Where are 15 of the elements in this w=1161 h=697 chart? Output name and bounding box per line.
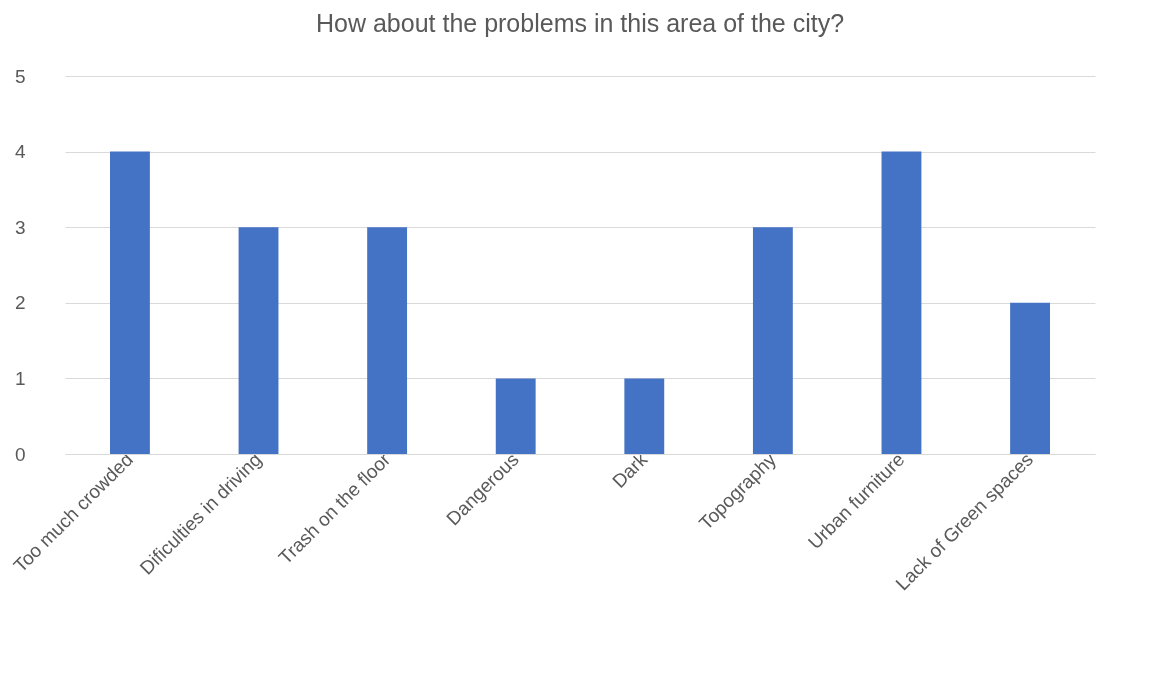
y-tick-label: 1 [14,367,26,389]
bar [495,378,536,454]
y-tick-label: 4 [14,141,26,163]
bar [752,227,793,454]
bar [881,151,922,454]
bar [367,227,408,454]
bar [238,227,279,454]
y-tick-label: 3 [14,216,26,238]
bar [1010,302,1050,454]
y-tick-label: 2 [14,292,26,314]
bar [624,378,665,454]
chart-title: How about the problems in this area of the city? [315,9,845,37]
bar [110,151,150,454]
y-tick-label: 5 [14,65,26,87]
y-tick-label: 0 [14,443,26,465]
